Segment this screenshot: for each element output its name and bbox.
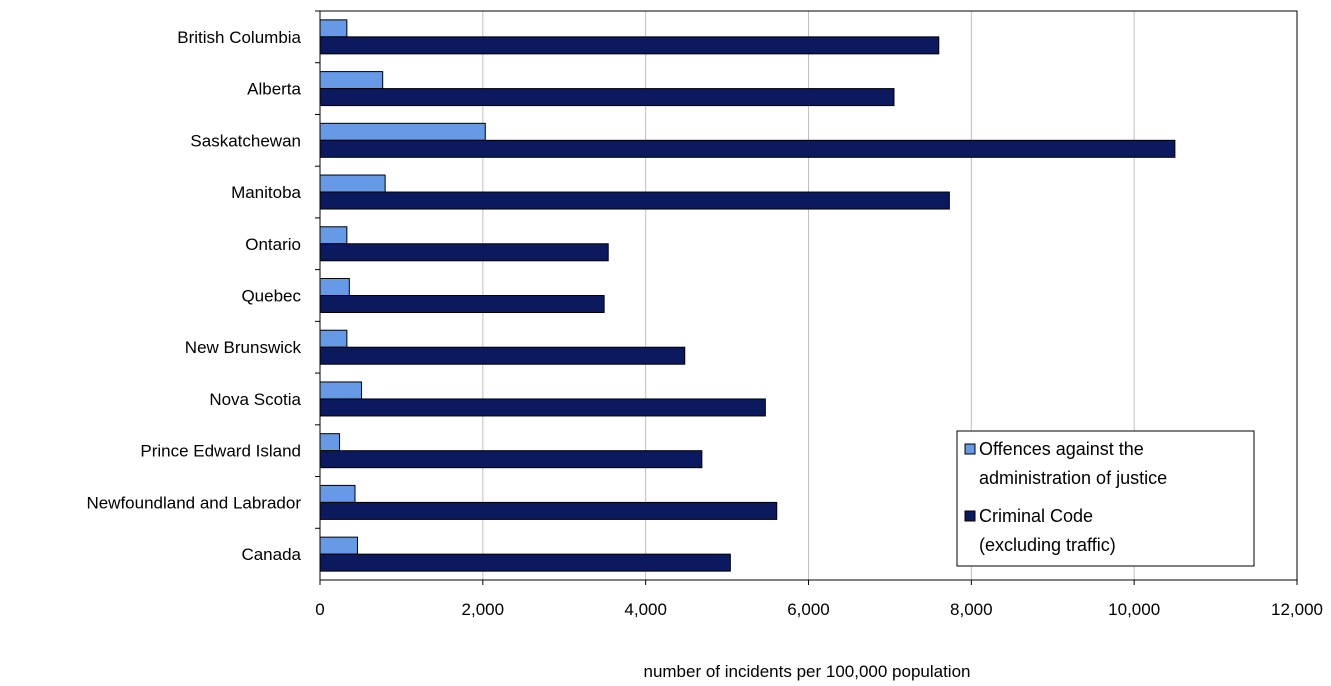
x-tick-label: 6,000 (787, 600, 830, 619)
category-label: Saskatchewan (190, 131, 301, 150)
bar-justice-offences (319, 536, 358, 555)
bar-justice-offences (319, 433, 341, 452)
bar-criminal-code (319, 191, 950, 210)
bar-criminal-code (319, 36, 940, 55)
bar-criminal-code (319, 501, 778, 520)
category-label: Alberta (247, 80, 301, 99)
bar-criminal-code (319, 139, 1176, 158)
x-tick-label: 12,000 (1271, 600, 1323, 619)
legend-label: (excluding traffic) (979, 535, 1116, 555)
bar-justice-offences (319, 278, 350, 296)
x-tick-label: 8,000 (950, 600, 993, 619)
x-axis-title: number of incidents per 100,000 populati… (643, 662, 970, 681)
bars (319, 19, 1176, 572)
axes (315, 10, 1298, 585)
x-tick-label: 4,000 (624, 600, 667, 619)
legend-box (956, 430, 1255, 567)
bar-criminal-code (319, 346, 686, 365)
category-labels: British Columbia Alberta Saskatchewan Manit… (86, 28, 301, 564)
category-label: Manitoba (231, 183, 301, 202)
bar-justice-offences (319, 122, 486, 141)
legend: Offences against the administration of ju… (956, 430, 1255, 567)
category-label: Prince Edward Island (140, 442, 301, 461)
category-label: New Brunswick (185, 338, 302, 357)
bar-justice-offences (319, 71, 384, 90)
legend-label: administration of justice (979, 468, 1167, 488)
bar-criminal-code (319, 398, 766, 417)
bar-justice-offences (319, 226, 348, 245)
bar-justice-offences (319, 484, 356, 503)
legend-swatch (964, 510, 976, 522)
bar-criminal-code (319, 553, 731, 572)
bar-justice-offences (319, 19, 348, 38)
legend-label: Offences against the (979, 439, 1144, 459)
bar-criminal-code (319, 450, 703, 469)
x-tick-labels: 0 2,000 4,000 6,000 8,000 10,000 12,000 (315, 600, 1323, 619)
category-label: Ontario (245, 235, 301, 254)
category-label: Quebec (241, 287, 301, 306)
bar-justice-offences (319, 381, 363, 400)
category-label: Nova Scotia (209, 390, 301, 409)
category-label: Newfoundland and Labrador (86, 493, 301, 512)
legend-label: Criminal Code (979, 506, 1093, 526)
category-label: Canada (241, 545, 301, 564)
category-label: British Columbia (177, 28, 301, 47)
plot-frame (319, 10, 1298, 581)
bar-justice-offences (319, 329, 348, 348)
x-tick-label: 2,000 (462, 600, 505, 619)
legend-swatch (964, 443, 976, 455)
x-tick-label: 0 (315, 600, 324, 619)
bar-criminal-code (319, 243, 609, 262)
bar-criminal-code (319, 295, 605, 313)
bar-criminal-code (319, 88, 895, 107)
x-tick-label: 10,000 (1108, 600, 1160, 619)
bar-justice-offences (319, 174, 386, 193)
